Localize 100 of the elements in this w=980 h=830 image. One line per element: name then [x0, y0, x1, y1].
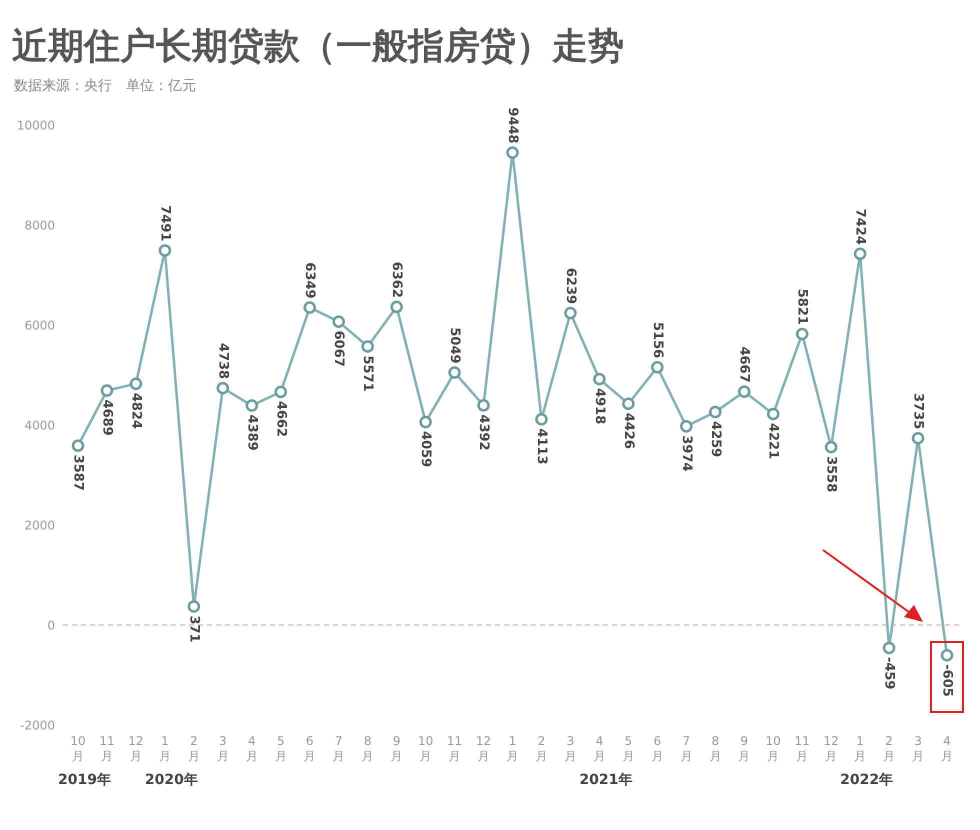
x-tick-label: 3月	[912, 734, 924, 763]
x-tick-label: 6月	[304, 734, 316, 763]
x-tick-label: 12月	[128, 734, 144, 763]
point	[448, 366, 461, 379]
point	[738, 385, 750, 398]
x-tick-label: 11月	[446, 734, 462, 763]
x-tick-label: 10月	[418, 734, 434, 763]
x-tick-label: 11月	[99, 734, 115, 763]
data-label: 4689	[99, 400, 114, 436]
chart-subtitle: 数据来源：央行 单位：亿元	[13, 77, 197, 95]
data-label: 5049	[447, 327, 462, 364]
point	[188, 600, 200, 613]
chart-title: 近期住户长期贷款（一般指房贷）走势	[11, 25, 625, 69]
point	[72, 439, 84, 452]
x-tick-label: 12月	[476, 734, 492, 763]
point	[680, 420, 693, 433]
x-tick-label: 1月	[506, 734, 518, 763]
point	[912, 432, 924, 444]
y-tick-label: 8000	[24, 218, 55, 232]
data-label: 4824	[128, 392, 144, 429]
y-tick-label: 6000	[24, 318, 55, 332]
data-label: 6067	[331, 330, 346, 367]
point	[419, 416, 432, 428]
data-label: 3974	[678, 435, 694, 472]
point	[130, 378, 142, 390]
data-label: 6239	[562, 268, 578, 304]
data-label: -605	[940, 664, 954, 697]
x-tick-label: 5月	[274, 734, 287, 763]
data-label: 6349	[302, 262, 318, 299]
x-tick-label: 6月	[651, 734, 664, 763]
point	[477, 399, 490, 412]
data-label: 4667	[736, 346, 752, 383]
data-label: -459	[882, 656, 897, 690]
x-tick-label: 2月	[883, 734, 896, 763]
data-label: 6362	[389, 262, 404, 298]
data-label: 371	[186, 615, 202, 643]
text: 2021年	[579, 771, 632, 789]
data-label: 7491	[157, 205, 172, 242]
y-tick-label: 2000	[24, 518, 55, 532]
point	[882, 642, 896, 654]
text: 2019年	[58, 771, 111, 789]
x-tick-label: 4月	[941, 734, 953, 763]
data-label: 9448	[505, 107, 520, 144]
x-tick-label: 10月	[70, 734, 86, 763]
x-tick-label: 10月	[766, 734, 781, 763]
data-label: 5156	[650, 322, 665, 358]
x-tick-label: 4月	[246, 734, 258, 763]
x-tick-label: 4月	[593, 734, 606, 763]
y-tick-label: 10000	[16, 118, 55, 132]
text: 2020年	[144, 771, 198, 789]
y-tick-label: 0	[47, 618, 55, 632]
data-label: 4059	[418, 431, 434, 468]
x-tick-label: 11月	[794, 734, 810, 763]
data-label: 4426	[620, 412, 636, 449]
point	[246, 399, 258, 412]
x-tick-label: 7月	[680, 734, 692, 763]
x-tick-label: 3月	[216, 734, 229, 763]
point	[651, 360, 664, 374]
x-tick-label: 2月	[535, 734, 548, 763]
x-tick-label: 7月	[332, 734, 345, 763]
data-label: 3558	[824, 456, 839, 492]
point	[274, 386, 288, 398]
data-label: 5571	[360, 355, 376, 392]
data-label: 5821	[794, 288, 810, 325]
x-tick-label: 2月	[188, 734, 200, 763]
y-tick-label: -2000	[20, 718, 55, 732]
point	[216, 382, 230, 394]
data-label: 4259	[708, 421, 723, 458]
point	[535, 413, 548, 426]
point	[303, 301, 316, 314]
point	[100, 384, 114, 397]
data-label: 4662	[273, 400, 288, 438]
point	[940, 649, 954, 662]
x-tick-label: 9月	[738, 734, 750, 763]
point	[622, 397, 635, 410]
data-label: 7424	[852, 208, 868, 245]
data-label: 3587	[70, 454, 86, 491]
point	[506, 146, 519, 159]
x-tick-label: 8月	[709, 734, 722, 763]
data-label: 4113	[534, 428, 549, 465]
y-tick-label: 4000	[24, 418, 55, 432]
x-tick-label: 9月	[390, 734, 403, 763]
data-label: 4738	[215, 342, 230, 380]
x-tick-label: 1月	[854, 734, 866, 763]
point	[564, 306, 577, 320]
x-tick-label: 8月	[362, 734, 374, 763]
point	[593, 372, 606, 386]
point	[361, 340, 374, 353]
data-label: 4221	[766, 422, 781, 460]
point	[709, 406, 722, 418]
data-label: 4392	[476, 414, 492, 451]
point	[824, 440, 838, 454]
point	[796, 328, 808, 340]
point	[390, 300, 403, 314]
data-label: 4918	[592, 388, 607, 424]
point	[158, 244, 172, 257]
data-label: 3735	[910, 393, 926, 430]
x-tick-label: 3月	[564, 734, 576, 763]
text: 2022年	[840, 771, 894, 789]
point	[332, 315, 345, 328]
